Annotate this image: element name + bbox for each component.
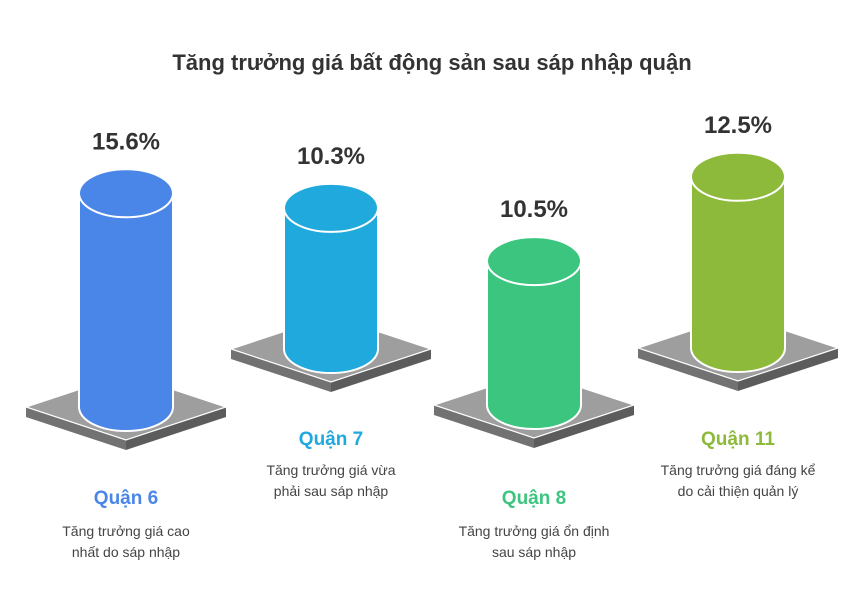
category-label-quan-7: Quận 7 <box>298 429 364 450</box>
bar-top-qu-n-8 <box>486 236 582 287</box>
bar-top-qu-n-7 <box>283 182 379 233</box>
platform-side-right-qu-n-8 <box>534 405 634 448</box>
description-line: phải sau sáp nhập <box>273 483 389 499</box>
platform-side-left-qu-n-7 <box>231 349 331 392</box>
description-quan-7: Tăng trưởng giá vừa phải sau sáp nhập <box>231 460 431 502</box>
category-label-quan-11: Quận 11 <box>701 429 775 450</box>
value-label-qu-n-11: 12.5% <box>704 112 772 139</box>
description-line: nhất do sáp nhập <box>71 544 181 560</box>
value-label-qu-n-7: 10.3% <box>297 143 365 170</box>
platform-side-left-qu-n-8 <box>434 405 534 448</box>
bar-qu-n-6 <box>78 192 174 432</box>
platform-side-right-qu-n-7 <box>331 349 431 392</box>
description-quan-6: Tăng trưởng giá cao nhất do sáp nhập <box>26 521 226 563</box>
bar-top-qu-n-11 <box>690 151 786 202</box>
description-line: Tăng trưởng giá cao <box>62 523 190 539</box>
chart-title: Tăng trưởng giá bất động sản sau sáp nhậ… <box>172 50 692 75</box>
value-label-qu-n-6: 15.6% <box>92 128 160 155</box>
description-quan-11: Tăng trưởng giá đáng kể do cải thiện quả… <box>638 460 838 502</box>
category-label-quan-6: Quận 6 <box>93 488 159 509</box>
value-label-qu-n-8: 10.5% <box>500 196 568 223</box>
bar-qu-n-7 <box>283 206 379 374</box>
platform-side-right-qu-n-11 <box>738 348 838 391</box>
description-line: Tăng trưởng giá ổn định <box>458 523 610 539</box>
description-line: do cải thiện quản lý <box>677 483 799 499</box>
description-line: Tăng trưởng giá vừa <box>266 462 396 478</box>
bar-top-qu-n-6 <box>78 168 174 219</box>
description-line: Tăng trưởng giá đáng kể <box>660 462 816 478</box>
bar-qu-n-11 <box>690 175 786 373</box>
platform-side-left-qu-n-6 <box>26 407 126 450</box>
bar-qu-n-8 <box>486 260 582 430</box>
platform-side-right-qu-n-6 <box>126 407 226 450</box>
category-label-quan-8: Quận 8 <box>501 488 567 509</box>
description-line: sau sáp nhập <box>491 544 577 560</box>
platform-side-left-qu-n-11 <box>638 348 738 391</box>
description-quan-8: Tăng trưởng giá ổn định sau sáp nhập <box>434 521 634 563</box>
